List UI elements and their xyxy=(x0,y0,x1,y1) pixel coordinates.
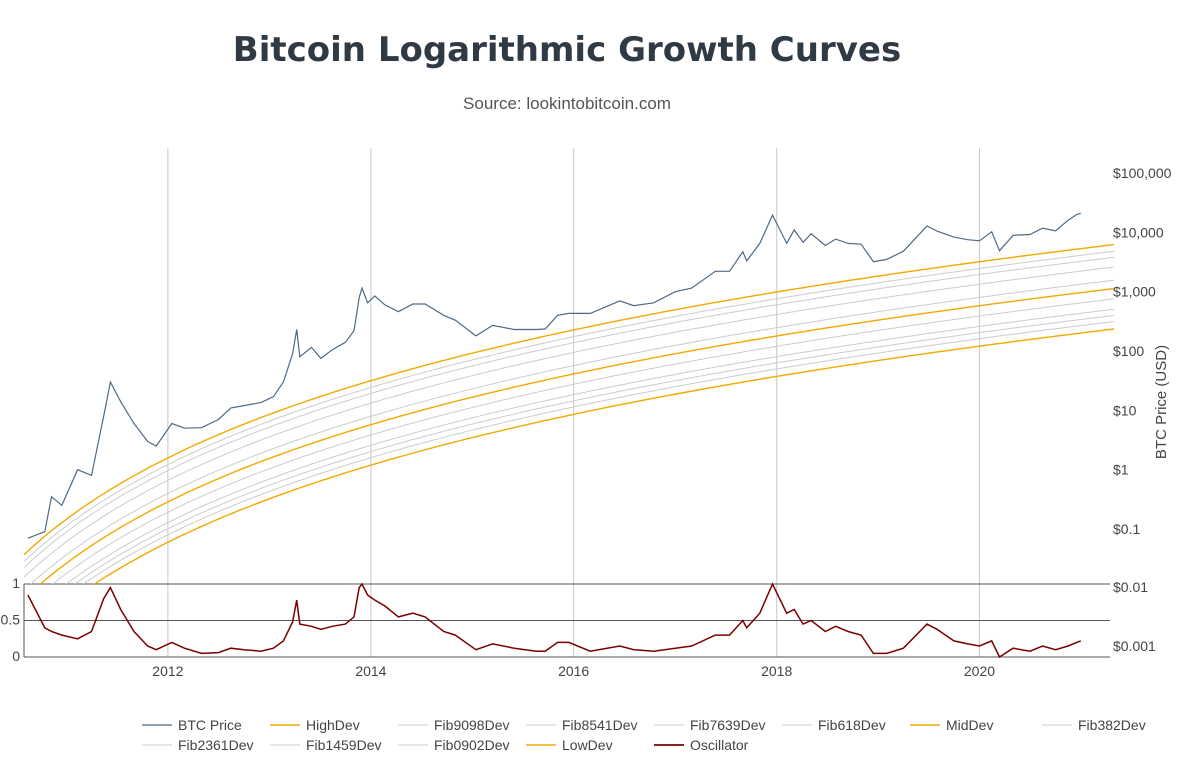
oscillator-line xyxy=(27,582,1082,659)
x-tick-label: 2014 xyxy=(355,663,386,679)
y-axis-title: BTC Price (USD) xyxy=(1153,345,1170,459)
y-tick-label: $10,000 xyxy=(1113,224,1164,240)
legend-label: HighDev xyxy=(306,717,360,733)
y-tick-label: $10 xyxy=(1113,402,1137,418)
legend-label: BTC Price xyxy=(178,717,242,733)
legend-label: Fib9098Dev xyxy=(434,717,510,733)
legend-label: Fib0902Dev xyxy=(434,737,510,753)
legend-label: Fib2361Dev xyxy=(178,737,254,753)
oscillator-tick-label: 0.5 xyxy=(1,612,21,628)
curve-fib9098dev xyxy=(24,250,1114,562)
y-tick-label: $1 xyxy=(1113,462,1129,478)
legend-label: Oscillator xyxy=(690,737,749,753)
legend-label: Fib7639Dev xyxy=(690,717,766,733)
chart-title: Bitcoin Logarithmic Growth Curves xyxy=(232,30,902,70)
legend-label: Fib618Dev xyxy=(818,717,886,733)
chart-subtitle: Source: lookintobitcoin.com xyxy=(463,94,671,113)
legend-label: Fib382Dev xyxy=(1078,717,1146,733)
x-tick-label: 2020 xyxy=(964,663,995,679)
oscillator-tick-label: 1 xyxy=(12,575,20,591)
curve-highdev xyxy=(24,243,1114,556)
curve-fib618dev xyxy=(30,279,1114,584)
curve-fib2361dev xyxy=(65,308,1114,584)
y-tick-label: $0.1 xyxy=(1113,521,1140,537)
main-plot xyxy=(24,212,1114,584)
y-tick-label: $100,000 xyxy=(1113,165,1172,181)
curve-fib0902dev xyxy=(82,320,1114,584)
oscillator-tick-label: 0 xyxy=(12,648,20,664)
curve-fib1459dev xyxy=(73,314,1114,584)
x-tick-label: 2016 xyxy=(558,663,589,679)
btc-price-line xyxy=(27,212,1081,539)
curve-lowdev xyxy=(93,328,1114,584)
curve-middev xyxy=(39,287,1114,584)
legend-label: Fib8541Dev xyxy=(562,717,638,733)
x-tick-label: 2018 xyxy=(761,663,792,679)
curve-fib382dev xyxy=(52,298,1114,584)
curve-fib8541dev xyxy=(24,256,1114,568)
legend-label: MidDev xyxy=(946,717,993,733)
curve-fib7639dev xyxy=(24,266,1114,578)
y-tick-label: $1,000 xyxy=(1113,284,1156,300)
x-tick-label: 2012 xyxy=(152,663,183,679)
legend-label: LowDev xyxy=(562,737,613,753)
y-tick-label: $0.001 xyxy=(1113,638,1156,654)
legend-label: Fib1459Dev xyxy=(306,737,382,753)
y-tick-label: $100 xyxy=(1113,343,1144,359)
y-tick-label: $0.01 xyxy=(1113,579,1148,595)
